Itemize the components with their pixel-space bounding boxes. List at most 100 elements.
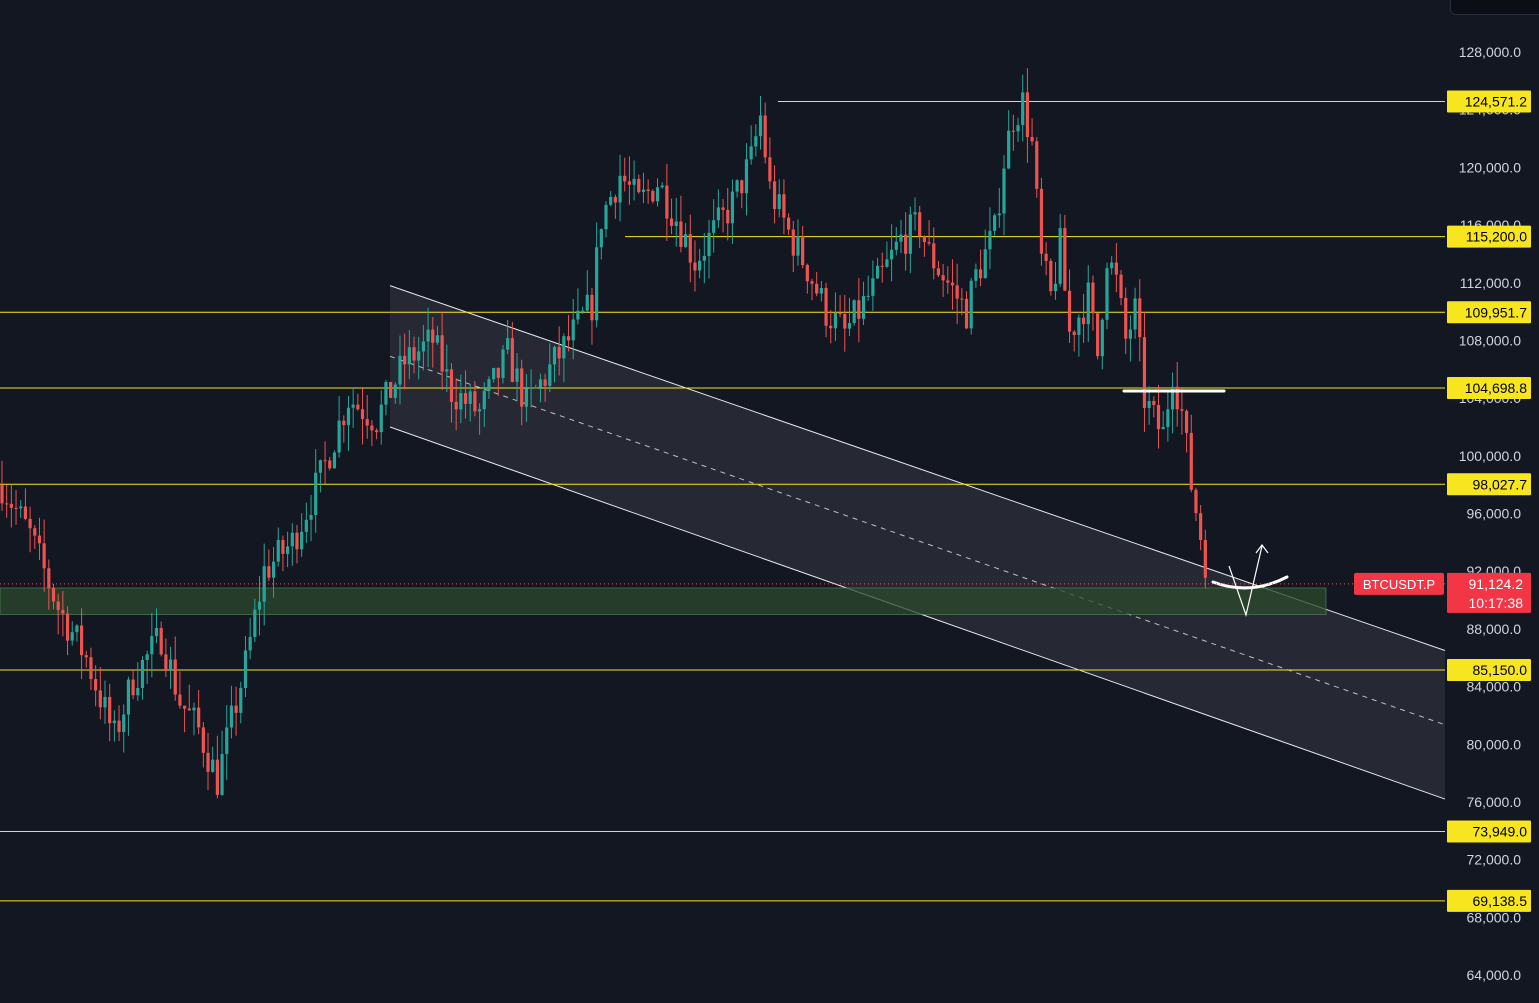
level-price-label[interactable]: 69,138.5: [1447, 889, 1531, 912]
candle-body: [426, 329, 430, 342]
candle-body: [688, 234, 692, 263]
candle-body: [1138, 298, 1142, 338]
candle: [1039, 177, 1044, 266]
candle: [777, 179, 781, 218]
candle-body: [234, 705, 238, 713]
candle: [1021, 74, 1025, 142]
level-price-label[interactable]: 85,150.0: [1447, 658, 1531, 681]
candle-body: [501, 349, 505, 378]
candle-body: [454, 401, 458, 410]
bounce-curve[interactable]: [1211, 575, 1289, 590]
candle-body: [103, 696, 107, 708]
candle: [993, 213, 997, 236]
candle: [28, 506, 32, 553]
candle: [248, 617, 252, 660]
horizontal-levels[interactable]: [0, 100, 1445, 902]
level-price-label[interactable]: 98,027.7: [1447, 473, 1531, 496]
candle: [468, 384, 472, 422]
candle: [543, 373, 547, 402]
support-zone[interactable]: [0, 587, 1327, 615]
last-price-label[interactable]: 91,124.2 10:17:38: [1447, 572, 1531, 613]
candle-body: [225, 727, 229, 755]
candle: [1166, 389, 1170, 442]
level-price-label[interactable]: 73,949.0: [1447, 820, 1531, 843]
descending-channel[interactable]: [389, 285, 1446, 800]
price-axis[interactable]: 128,000.0124,000.0120,000.0116,000.0112,…: [1354, 44, 1531, 983]
candle: [1199, 505, 1203, 551]
candle-body: [23, 506, 28, 519]
candle-body: [936, 268, 941, 276]
candle-body: [585, 294, 589, 311]
projection-arrow[interactable]: [1228, 545, 1263, 618]
axis-tick-label: 96,000.0: [1467, 506, 1522, 522]
candle: [974, 263, 978, 288]
candle: [1091, 275, 1095, 331]
candle: [571, 298, 575, 360]
candle: [253, 598, 257, 643]
candle-body: [805, 265, 809, 282]
candle: [978, 249, 983, 287]
candle-body: [847, 323, 852, 329]
candle: [197, 689, 201, 735]
candle-body: [754, 136, 758, 147]
candle: [1077, 314, 1081, 357]
level-price-label[interactable]: 109,951.7: [1447, 301, 1531, 324]
candle: [674, 197, 678, 247]
candle-body: [1189, 432, 1193, 490]
candle: [168, 646, 173, 689]
candle-body: [1007, 130, 1011, 169]
candle: [833, 292, 838, 342]
candle-body: [295, 532, 299, 550]
corner-button[interactable]: [1450, 0, 1539, 15]
candle: [178, 671, 182, 709]
candles: [0, 68, 1207, 799]
level-price-label[interactable]: 115,200.0: [1447, 225, 1531, 248]
candle-body: [543, 379, 547, 386]
candle: [290, 523, 294, 566]
level-price-label[interactable]: 104,698.8: [1447, 377, 1531, 400]
candle: [70, 621, 74, 646]
level-label-bg: [1447, 658, 1531, 681]
candle-body: [220, 754, 224, 795]
candle: [1203, 529, 1207, 589]
candle-body: [726, 209, 730, 224]
candle: [94, 665, 98, 707]
candle-body: [904, 234, 908, 254]
candle-body: [389, 382, 393, 398]
candle: [669, 198, 674, 235]
candle-body: [763, 115, 767, 158]
candle: [693, 240, 697, 292]
candle-body: [211, 759, 215, 772]
symbol-tag[interactable]: BTCUSDT.P: [1354, 572, 1444, 595]
candle: [524, 374, 529, 422]
candle: [412, 336, 416, 374]
candle: [613, 194, 617, 219]
candle-body: [768, 157, 772, 182]
candle-body: [1100, 319, 1104, 357]
candle: [796, 219, 800, 266]
candle: [351, 387, 355, 428]
candle-body: [1114, 262, 1118, 275]
support-zone-rect[interactable]: [0, 587, 1327, 615]
candle: [763, 102, 767, 164]
candle-body: [131, 679, 135, 696]
candle: [1114, 243, 1118, 293]
candle: [1096, 313, 1100, 360]
candle: [1189, 414, 1193, 493]
candle-body: [520, 368, 524, 407]
candle: [1133, 287, 1137, 339]
candle: [618, 154, 622, 222]
candle: [791, 220, 795, 273]
drawing-annotations[interactable]: [0, 389, 1445, 618]
candle-body: [1133, 298, 1137, 330]
channel-midline[interactable]: [389, 355, 1446, 726]
candle: [435, 325, 440, 345]
candle: [580, 306, 585, 314]
candle: [815, 271, 819, 297]
level-price-label[interactable]: 124,571.2: [1447, 90, 1531, 113]
candle: [117, 705, 121, 742]
candle-body: [758, 115, 763, 137]
candle: [534, 384, 538, 389]
